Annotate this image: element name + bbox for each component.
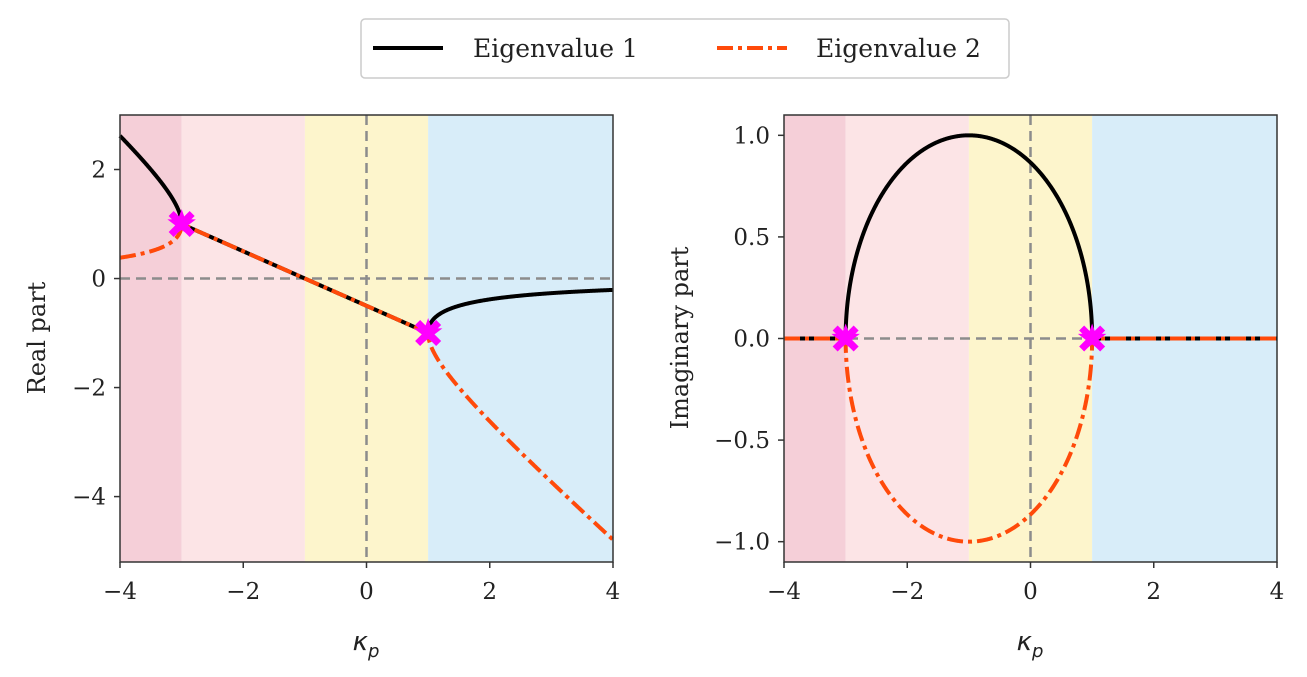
imag-reference-lines: [784, 115, 1277, 562]
real-xtick-label-0: −4: [103, 579, 137, 605]
real-marker-star-1: [167, 209, 196, 237]
imag-xtick-label-4: 4: [1270, 579, 1285, 605]
imag-xtick-label-0: −4: [767, 579, 801, 605]
imag-ytick-label-1: 0.5: [733, 225, 770, 251]
imag-xlabel: κp: [1017, 627, 1044, 662]
imag-ytick-label-4: −1.0: [714, 530, 770, 556]
real-xtick-label-2: 0: [359, 579, 374, 605]
legend: Eigenvalue 1 Eigenvalue 2: [360, 18, 1010, 79]
imag-series: [782, 133, 1279, 544]
imag-xtick-label-1: −2: [890, 579, 924, 605]
imag-series-eigenvalue-2: [782, 336, 1279, 544]
imag-marker-star-1: [831, 323, 860, 351]
real-ytick-label-2: −2: [72, 376, 106, 402]
real-reference-lines: [120, 115, 613, 562]
real-xtick-label-1: −2: [226, 579, 260, 605]
real-marker-star-3: [413, 318, 443, 346]
imag-xlabel-symbol: κ: [1017, 627, 1033, 657]
real-ytick-label-1: 0: [91, 267, 106, 293]
legend-label-eigenvalue-2: Eigenvalue 2: [816, 34, 981, 63]
imag-markers: [831, 323, 1107, 352]
real-xlabel: κp: [353, 627, 380, 662]
imag-ticks: −4 −2 0 2 4 1.0 0.5 0.0 −0.5 −1.0: [714, 123, 1284, 605]
imag-ytick-label-3: −0.5: [714, 428, 770, 454]
legend-frame: [360, 18, 1010, 79]
imag-ylabel: Imaginary part: [666, 246, 694, 429]
imaginary-part-panel: −4 −2 0 2 41.00.50.0−0.5−1.0 Imaginary part …: [666, 114, 1284, 662]
real-xlabel-subscript: p: [367, 641, 379, 662]
imag-xtick-label-2: 0: [1023, 579, 1038, 605]
imag-marker-star-3: [1077, 323, 1107, 351]
real-region-1: [181, 115, 305, 562]
real-ylabel: Real part: [23, 281, 51, 394]
real-region-3: [428, 115, 613, 562]
real-markers: [167, 209, 443, 347]
imag-ytick-label-2: 0.0: [733, 327, 770, 353]
real-ticks: −4 −2 0 2 4 2 0 −2 −4: [72, 158, 620, 605]
real-xlabel-symbol: κ: [353, 627, 369, 657]
imag-ytick-label-0: 1.0: [733, 123, 770, 149]
real-ytick-label-0: 2: [91, 158, 106, 184]
legend-label-eigenvalue-1: Eigenvalue 1: [473, 34, 638, 63]
imag-xtick-label-3: 2: [1146, 579, 1161, 605]
real-region-0: [120, 115, 182, 562]
real-part-panel: −4 −2 0 2 4 2 0 −2 −4 Real part κp: [23, 114, 620, 662]
real-xtick-label-3: 2: [482, 579, 497, 605]
imag-xlabel-subscript: p: [1031, 641, 1043, 662]
real-xtick-label-4: 4: [606, 579, 621, 605]
real-ytick-label-3: −4: [72, 485, 106, 511]
